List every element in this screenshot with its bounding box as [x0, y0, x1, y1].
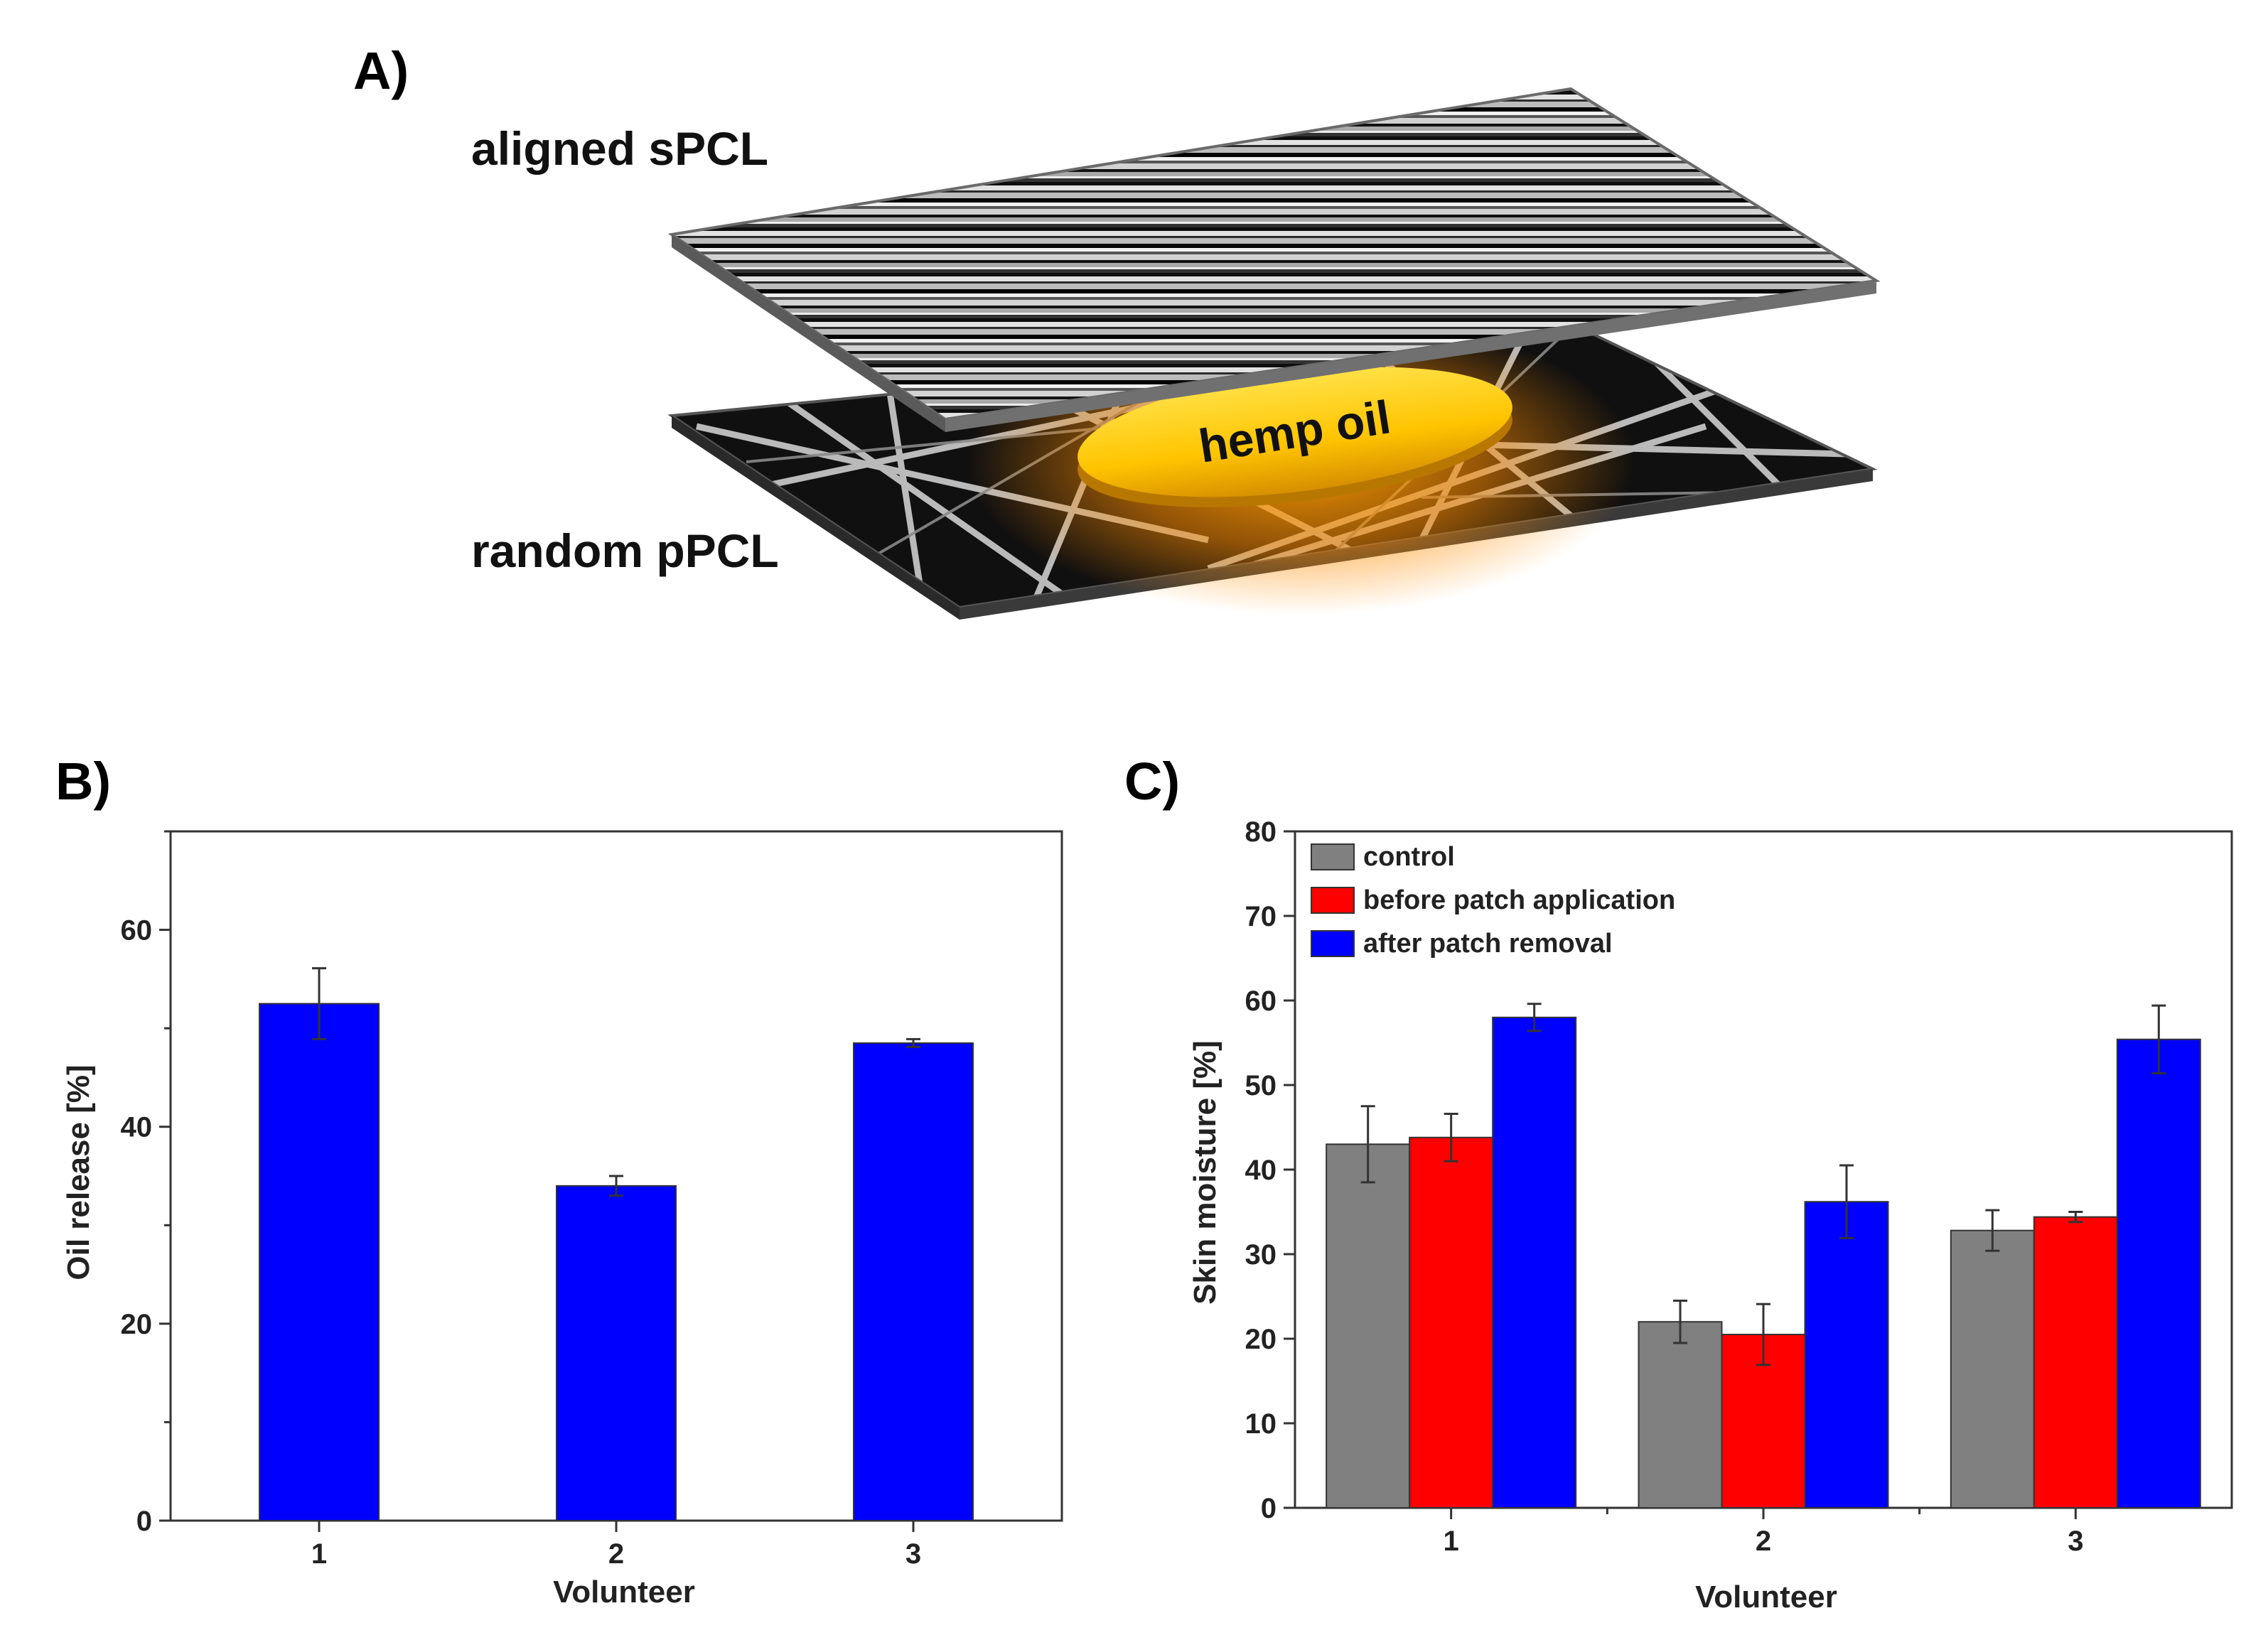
legend-swatch	[1311, 843, 1355, 870]
panel-b-letter: B)	[55, 752, 111, 811]
panel-c-error-bar	[1360, 1105, 1375, 1184]
panel-c-ytick-label: 50	[1245, 1070, 1277, 1101]
panel-b-chart: B) Oil release [%] Volunteer 0 20 40 60 1 2 3	[55, 752, 1063, 1609]
panel-b-bar	[259, 1003, 380, 1521]
panel-c-ytick-label: 60	[1245, 986, 1277, 1017]
panel-b-xtick-label: 3	[905, 1538, 921, 1570]
legend-label: before patch application	[1363, 885, 1675, 915]
panel-c-error-bar	[1756, 1302, 1770, 1366]
panel-c-plot-area: 0 10 20 30 40 50 60 70 80 1 2 3	[1245, 816, 2233, 1557]
legend-label: control	[1363, 842, 1455, 872]
panel-c-error-bar	[1673, 1299, 1687, 1344]
panel-c-ytick-label: 80	[1245, 816, 1277, 848]
panel-b-ylabel: Oil release [%]	[61, 1064, 96, 1280]
panel-b-ytick-label: 40	[121, 1112, 153, 1143]
panel-b-ytick-label: 0	[136, 1506, 152, 1537]
panel-c-bar	[2116, 1038, 2201, 1509]
panel-b-xtick-label: 2	[608, 1538, 624, 1570]
panel-b-xlabel: Volunteer	[553, 1575, 695, 1609]
panel-b-bar	[556, 1185, 677, 1522]
panel-a-letter: A)	[353, 41, 409, 100]
panel-c-error-bar	[1527, 1003, 1542, 1032]
panel-c-bar	[1804, 1201, 1889, 1509]
panel-c-ylabel: Skin moisture [%]	[1188, 1040, 1222, 1305]
panel-b-plot-area: 0 20 40 60 1 2 3	[121, 830, 1063, 1570]
panel-c-bar	[1409, 1136, 1494, 1509]
panel-c-ytick-label: 30	[1245, 1239, 1277, 1271]
panel-c-error-bar	[2151, 1004, 2166, 1074]
panel-c-bar	[1326, 1143, 1411, 1509]
panel-c-error-bar	[1985, 1209, 2000, 1252]
panel-b-error-bar	[906, 1037, 920, 1048]
panel-b-ytick-label: 60	[121, 915, 153, 946]
panel-c-bar	[1638, 1321, 1723, 1509]
panel-c-error-bar	[1444, 1112, 1458, 1162]
panel-b-bar	[853, 1042, 974, 1521]
panel-c-error-bar	[1839, 1164, 1854, 1239]
top-layer-label: aligned sPCL	[471, 122, 768, 175]
panel-c-chart: C) Skin moisture [%] Volunteer 0 10 20 30 40…	[1124, 752, 2233, 1614]
legend-label: after patch removal	[1363, 929, 1613, 959]
aligned-fiber-mat	[667, 87, 1881, 432]
legend-swatch	[1311, 887, 1355, 914]
panel-b-error-bar	[609, 1175, 623, 1197]
panel-c-legend: control before patch application after pat…	[1311, 842, 1675, 959]
panel-c-xtick-label: 2	[1756, 1526, 1771, 1557]
panel-c-bar	[1492, 1016, 1577, 1509]
panel-c-xtick-label: 1	[1444, 1526, 1459, 1557]
legend-swatch	[1311, 930, 1355, 957]
panel-c-ytick-label: 70	[1245, 901, 1277, 932]
panel-b-ytick-label: 20	[121, 1309, 153, 1340]
panel-c-ytick-label: 10	[1245, 1408, 1277, 1440]
panel-b-xtick-label: 1	[311, 1538, 327, 1570]
panel-c-letter: C)	[1124, 752, 1180, 811]
bottom-layer-label: random pPCL	[471, 524, 779, 577]
panel-a-schematic: A) aligned sPCL random pPCL	[353, 41, 1881, 620]
panel-c-ytick-label: 40	[1245, 1155, 1277, 1186]
panel-c-xlabel: Volunteer	[1695, 1580, 1837, 1614]
panel-c-ytick-label: 20	[1245, 1324, 1277, 1355]
panel-c-bar	[1950, 1229, 2035, 1509]
hemp-oil-droplet: hemp oil	[1077, 367, 1512, 507]
panel-c-ytick-label: 0	[1261, 1493, 1277, 1524]
panel-c-error-bar	[2068, 1211, 2083, 1224]
panel-b-error-bar	[312, 967, 326, 1040]
panel-c-xtick-label: 3	[2068, 1526, 2083, 1557]
panel-c-bar	[2033, 1216, 2118, 1509]
